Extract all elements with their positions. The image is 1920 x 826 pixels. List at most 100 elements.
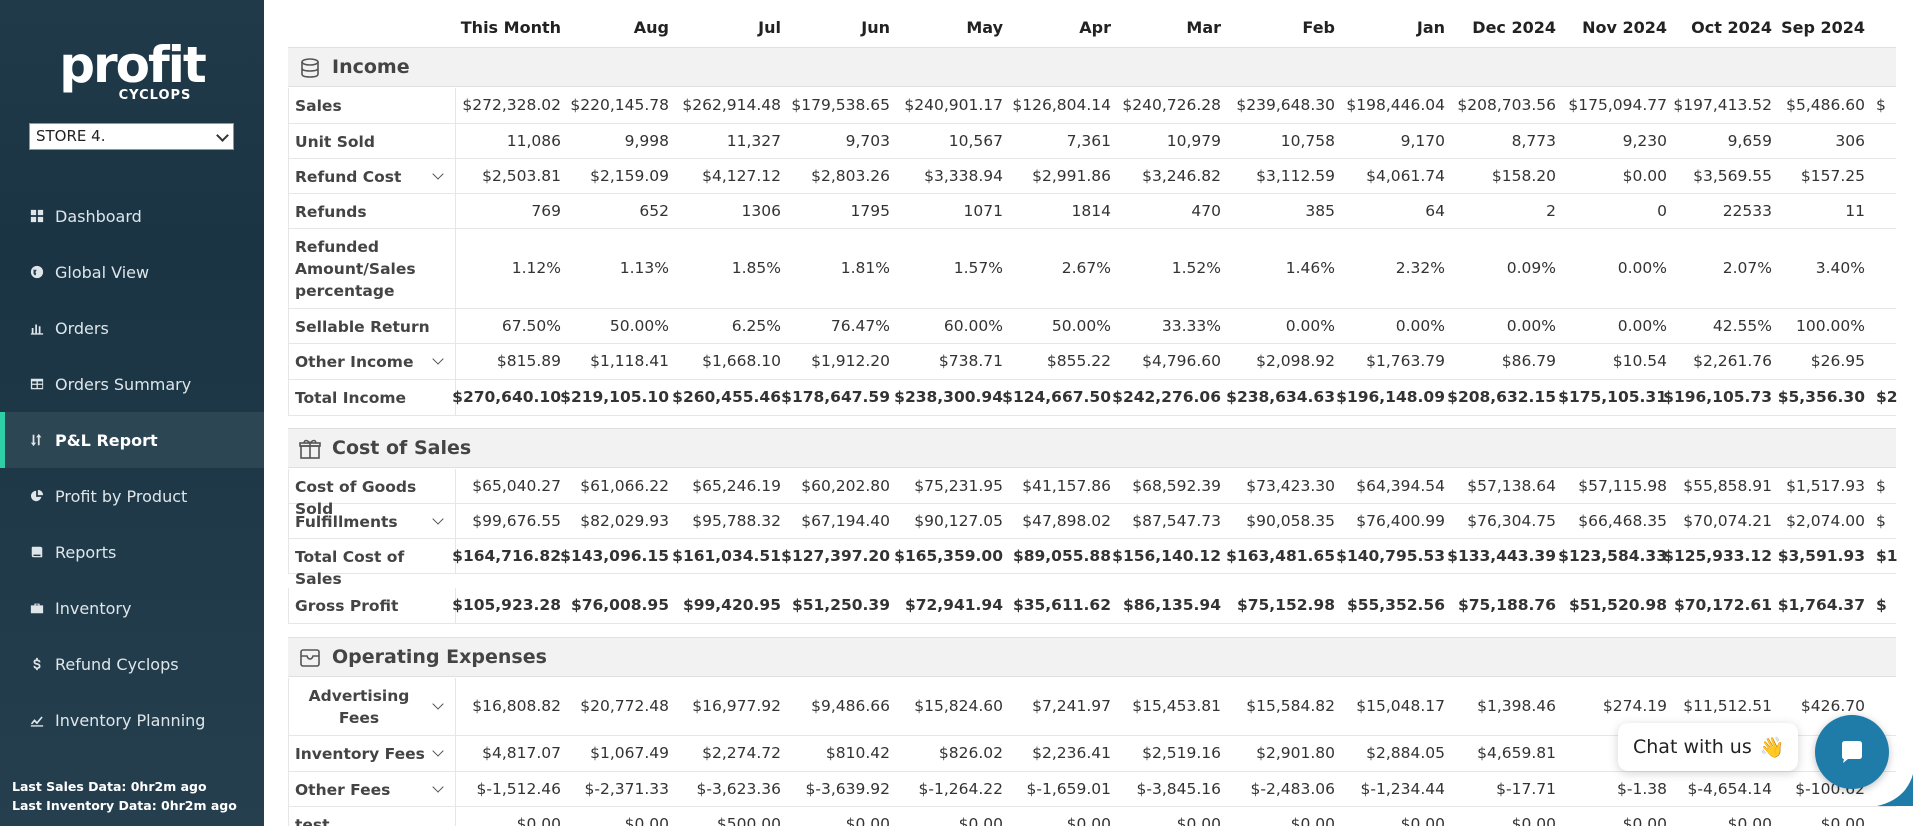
row-adv[interactable]: Advertising Fees $16,808.82 $20,772.48 $16,9… (288, 678, 1896, 736)
row-label: Sellable Return (295, 317, 430, 336)
store-select[interactable]: STORE 4. (29, 123, 234, 150)
value-cell: $70,172.61 (1673, 596, 1772, 614)
sidebar-item-refund-cyclops[interactable]: Refund Cyclops (0, 636, 264, 692)
value-cell: $238,634.63 (1226, 388, 1335, 406)
sidebar-item-reports[interactable]: Reports (0, 524, 264, 580)
value-cell: $0.00 (516, 814, 561, 826)
chevron-down-icon[interactable] (432, 167, 444, 180)
column-header-row: This Month Aug Jul Jun May Apr Mar Feb Jan Dec 20… (288, 0, 1920, 48)
row-other-income[interactable]: Other Income $815.89 $1,118.41 $1,668.10 $1,… (288, 344, 1896, 380)
row-sales: Sales $272,328.02 $220,145.78 $262,914.48 $1… (288, 88, 1896, 124)
row-inv-fees[interactable]: Inventory Fees $4,817.07 $1,067.49 $2,274.7… (288, 736, 1896, 772)
value-cell: 1.81% (840, 259, 890, 277)
value-cell: $60,202.80 (801, 476, 890, 495)
row-label-cell: Sales (288, 88, 456, 123)
sidebar-item-global-view[interactable]: Global View (0, 244, 264, 300)
table-icon (29, 376, 45, 392)
row-other-fees[interactable]: Other Fees $-1,512.46 $-2,371.33 $-3,623.36… (288, 772, 1896, 807)
sidebar-item-orders[interactable]: Orders (0, 300, 264, 356)
value-cell: 76.47% (830, 316, 890, 335)
chevron-down-icon[interactable] (432, 698, 444, 710)
brand-logo[interactable]: profit CYCLOPS (0, 40, 264, 103)
value-cell: 2.67% (1061, 259, 1111, 277)
chevron-down-icon[interactable] (432, 745, 444, 757)
column-header[interactable]: May (966, 18, 1003, 37)
sidebar-item-profit-by-product[interactable]: Profit by Product (0, 468, 264, 524)
value-cell: $2,901.80 (1256, 744, 1335, 762)
sidebar-item-dashboard[interactable]: Dashboard (0, 188, 264, 244)
column-header[interactable]: Mar (1186, 18, 1221, 37)
column-header[interactable]: Feb (1302, 18, 1335, 37)
row-refund-cost[interactable]: Refund Cost $2,503.81 $2,159.09 $4,127.12 $2… (288, 159, 1896, 194)
value-cell: $4,796.60 (1142, 352, 1221, 370)
value-cell: 0.00% (1506, 316, 1556, 335)
row-label-cell: Gross Profit (288, 588, 456, 623)
column-header[interactable]: Apr (1079, 18, 1111, 37)
line-chart-icon (29, 712, 45, 728)
row-label: Fulfillments (295, 512, 398, 531)
row-fulfill[interactable]: Fulfillments $99,676.55 $82,029.93 $95,788.… (288, 504, 1896, 539)
sidebar-item-orders-summary[interactable]: Orders Summary (0, 356, 264, 412)
value-cell: $16,977.92 (692, 697, 781, 715)
value-cell: $61,066.22 (580, 476, 669, 495)
pie-chart-icon (29, 488, 45, 504)
section-income: Income (288, 47, 1896, 87)
value-cell: $219,105.10 (560, 388, 669, 406)
value-cell: 22533 (1722, 201, 1772, 220)
value-cell: $2,519.16 (1142, 744, 1221, 762)
value-cell: $3,112.59 (1256, 166, 1335, 185)
value-cell: 1.85% (731, 259, 781, 277)
sidebar: profit CYCLOPS STORE 4. Dashboard Global … (0, 0, 264, 826)
sidebar-item-inventory-planning[interactable]: Inventory Planning (0, 692, 264, 748)
value-cell: $15,584.82 (1246, 697, 1335, 715)
value-cell: 2.32% (1395, 259, 1445, 277)
row-label: Advertising (308, 687, 410, 705)
value-cell-overflow: $ (1876, 511, 1886, 530)
value-cell: $90,058.35 (1246, 511, 1335, 530)
column-header[interactable]: Sep 2024 (1781, 18, 1865, 37)
value-cell: $2,503.81 (482, 166, 561, 185)
value-cell: $75,231.95 (914, 476, 1003, 495)
value-cell: $0.00 (1066, 814, 1111, 826)
chevron-down-icon[interactable] (432, 780, 444, 793)
row-label: Gross Profit (295, 597, 399, 615)
value-cell: $0.00 (958, 814, 1003, 826)
value-cell: 60.00% (943, 316, 1003, 335)
column-header[interactable]: Nov 2024 (1582, 18, 1667, 37)
value-cell: $175,094.77 (1568, 96, 1667, 114)
chevron-down-icon[interactable] (432, 512, 444, 525)
row-label: Total Cost of Sales (295, 547, 405, 588)
value-cell: 1071 (963, 201, 1003, 220)
value-cell: $738.71 (938, 352, 1003, 370)
sidebar-item-inventory[interactable]: Inventory (0, 580, 264, 636)
column-header[interactable]: Dec 2024 (1472, 18, 1556, 37)
value-cell: $-3,639.92 (805, 779, 890, 798)
value-cell: $208,632.15 (1447, 388, 1556, 406)
value-cell: $240,726.28 (1122, 96, 1221, 114)
database-icon (298, 56, 322, 80)
value-cell: $-4,654.14 (1687, 779, 1772, 798)
value-cell: 9,230 (1622, 131, 1667, 150)
value-cell: $5,486.60 (1786, 96, 1865, 114)
chat-open-button[interactable] (1815, 715, 1889, 789)
value-cell: $86,135.94 (1122, 596, 1221, 614)
value-cell: 0 (1657, 201, 1667, 220)
column-header[interactable]: Jun (861, 18, 890, 37)
column-header[interactable]: Jan (1416, 18, 1445, 37)
sidebar-item-label: Dashboard (55, 206, 142, 226)
value-cell: $4,659.81 (1477, 744, 1556, 762)
value-cell: $158.20 (1491, 166, 1556, 185)
column-header[interactable]: Oct 2024 (1691, 18, 1772, 37)
value-cell: 9,170 (1400, 131, 1445, 150)
column-header[interactable]: Jul (758, 18, 781, 37)
chat-prompt[interactable]: Chat with us 👋 (1618, 723, 1798, 771)
value-cell: $0.00 (624, 814, 669, 826)
column-header[interactable]: Aug (633, 18, 669, 37)
column-header[interactable]: This Month (460, 18, 561, 37)
globe-icon (29, 264, 45, 280)
value-cell: 6.25% (731, 316, 781, 335)
row-units: Unit Sold 11,086 9,998 11,327 9,703 10,567 7,3… (288, 124, 1896, 159)
sidebar-item-p-l-report[interactable]: P&L Report (0, 412, 264, 468)
chevron-down-icon[interactable] (432, 353, 444, 365)
row-sellable: Sellable Return 67.50% 50.00% 6.25% 76.47% 60… (288, 309, 1896, 344)
